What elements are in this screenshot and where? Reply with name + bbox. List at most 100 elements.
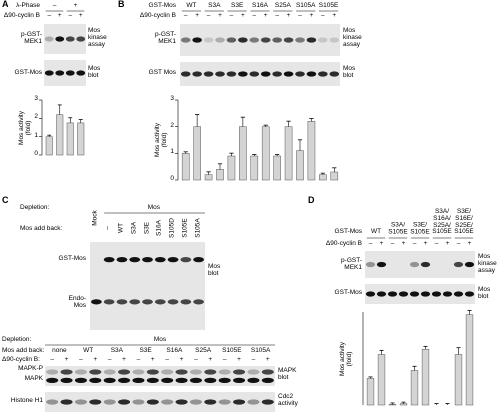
blot-band — [89, 377, 102, 383]
blot-band — [365, 261, 376, 268]
blot-band — [249, 37, 260, 43]
panel-label: D — [308, 195, 315, 205]
blot-band — [175, 377, 188, 383]
blot-band — [306, 71, 317, 77]
lane-mark: – — [390, 240, 395, 247]
label: GST-Mos — [14, 69, 42, 76]
bar — [193, 126, 201, 181]
group-label: Mock — [91, 210, 99, 226]
blot-band — [180, 257, 192, 263]
blot-band — [175, 369, 188, 375]
lane-mark: – — [47, 12, 52, 19]
blot-band — [103, 369, 116, 375]
lane-mark: – — [251, 356, 256, 363]
lane-mark: + — [179, 356, 184, 363]
blot-band — [329, 37, 340, 43]
blot-band — [142, 257, 153, 263]
blot-band — [55, 36, 65, 42]
blot-band — [44, 70, 54, 76]
blot-band — [247, 377, 260, 383]
lane-mark: – — [321, 12, 325, 19]
lane-mark: – — [183, 12, 188, 19]
blot-band — [74, 377, 87, 383]
label: p-GST- MEK1 — [341, 257, 362, 271]
lane-mark: + — [423, 240, 428, 247]
lane-mark: – — [412, 240, 417, 247]
y-tick-label: 2 — [34, 113, 38, 121]
blot-band — [146, 399, 159, 405]
blot-band — [204, 369, 217, 375]
blot-band — [60, 399, 73, 405]
y-tick-label: 2 — [170, 121, 174, 129]
blot-band — [103, 399, 116, 405]
blot-band — [146, 377, 159, 383]
label: Mos add back: — [20, 225, 63, 232]
blot-band — [420, 261, 431, 268]
lane-mark: + — [93, 356, 98, 363]
blot-band — [409, 291, 420, 297]
bar — [250, 155, 259, 181]
panel-label: B — [118, 0, 125, 9]
blot-band — [238, 71, 248, 77]
lane-mark: + — [122, 356, 126, 363]
group-label: + — [73, 2, 78, 9]
blot-band — [218, 377, 231, 383]
label: Mos kinase assay — [343, 27, 362, 48]
blot-band — [272, 71, 282, 77]
bar — [77, 122, 85, 156]
blot-band — [329, 71, 340, 77]
lane-mark: – — [165, 356, 169, 363]
bar — [330, 171, 339, 181]
blot-band — [91, 299, 102, 305]
blot — [45, 366, 275, 386]
blot-band — [180, 299, 192, 305]
bar — [45, 136, 53, 156]
blot-band — [318, 71, 328, 77]
label: Δ90-cyclin B — [3, 12, 40, 19]
lane-label: – — [104, 226, 112, 230]
bar — [273, 155, 281, 181]
blot-band — [261, 377, 274, 383]
lane-mark: + — [195, 12, 200, 19]
label: MAPK-P — [18, 365, 43, 372]
lane-mark: + — [309, 12, 314, 19]
blot-band — [203, 71, 214, 77]
blot-band — [74, 369, 87, 375]
label: Mos blot — [343, 65, 356, 79]
blot-band — [118, 399, 131, 405]
blot-band — [167, 257, 179, 263]
bar — [227, 155, 236, 181]
bar — [239, 126, 247, 181]
lane-label: S105D — [168, 218, 176, 238]
label: Depletion: — [20, 204, 50, 211]
group-label: S3A — [208, 2, 221, 9]
group-label: S3E — [230, 2, 244, 9]
blot-band — [103, 299, 115, 305]
blot-band — [60, 369, 73, 375]
label: Depletion: — [2, 336, 32, 343]
bar — [216, 169, 224, 181]
blot-band — [180, 71, 191, 77]
blot — [90, 242, 205, 330]
blot-band — [118, 377, 131, 383]
blot-band — [233, 369, 246, 375]
blot-band — [233, 399, 246, 405]
blot-band — [442, 291, 453, 297]
blot-band — [464, 291, 475, 297]
blot-band — [103, 257, 115, 263]
blot-band — [431, 291, 442, 297]
y-tick-label: 0 — [34, 150, 38, 157]
blot-band — [215, 37, 225, 43]
label: Δ90-cyclin B: — [2, 356, 40, 363]
blot-band — [116, 257, 128, 263]
bar — [421, 348, 430, 406]
label: GST-Mos — [334, 228, 362, 235]
blot-band — [204, 377, 217, 383]
bar — [66, 122, 74, 156]
label: GST Mos — [148, 69, 176, 76]
y-tick-label: 1 — [34, 131, 38, 139]
lane-label: S105A — [194, 218, 202, 238]
blot-band — [65, 36, 75, 42]
